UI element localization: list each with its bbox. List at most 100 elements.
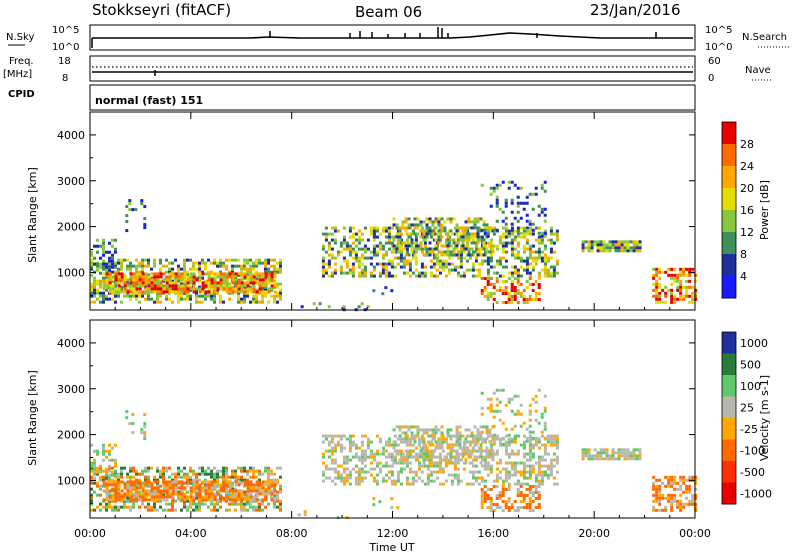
range-gate-cell bbox=[528, 253, 532, 257]
range-gate-cell bbox=[111, 297, 114, 301]
range-gate-cell bbox=[440, 434, 444, 438]
range-gate-cell bbox=[135, 285, 138, 289]
range-gate-cell bbox=[390, 235, 394, 239]
range-gate-cell bbox=[351, 235, 355, 239]
range-gate-cell bbox=[198, 478, 201, 482]
range-gate-cell bbox=[396, 437, 400, 441]
range-gate-cell bbox=[438, 271, 442, 275]
range-gate-cell bbox=[423, 247, 427, 251]
range-gate-cell bbox=[195, 502, 198, 506]
range-gate-cell bbox=[129, 492, 133, 496]
range-gate-cell bbox=[635, 246, 639, 250]
range-gate-cell bbox=[431, 443, 435, 447]
range-gate-cell bbox=[416, 244, 420, 248]
range-gate-cell bbox=[126, 267, 129, 271]
range-gate-cell bbox=[102, 241, 105, 245]
range-gate-cell bbox=[688, 279, 692, 283]
range-gate-cell bbox=[267, 466, 270, 470]
range-gate-cell bbox=[599, 246, 603, 250]
range-gate-cell bbox=[623, 249, 627, 253]
range-gate-cell bbox=[357, 271, 361, 275]
range-gate-cell bbox=[321, 262, 325, 266]
range-gate-cell bbox=[270, 264, 273, 268]
range-gate-cell bbox=[96, 279, 99, 283]
range-gate-cell bbox=[207, 472, 210, 476]
range-gate-cell bbox=[407, 232, 411, 236]
range-gate-cell bbox=[483, 259, 487, 263]
range-gate-cell bbox=[330, 452, 334, 456]
range-gate-cell bbox=[111, 495, 115, 499]
range-gate-cell bbox=[446, 434, 450, 438]
range-gate-cell bbox=[216, 291, 219, 295]
range-gate-cell bbox=[183, 495, 187, 499]
range-gate-cell bbox=[171, 281, 175, 285]
range-gate-cell bbox=[135, 496, 138, 500]
range-gate-cell bbox=[171, 489, 175, 493]
range-gate-cell bbox=[216, 284, 220, 288]
range-gate-cell bbox=[144, 285, 147, 289]
range-gate-cell bbox=[426, 464, 430, 468]
range-gate-cell bbox=[204, 480, 208, 484]
range-gate-cell bbox=[519, 283, 523, 286]
range-gate-cell bbox=[273, 272, 277, 276]
range-gate-cell bbox=[434, 247, 438, 251]
range-gate-cell bbox=[495, 437, 499, 441]
range-gate-cell bbox=[543, 180, 547, 184]
range-gate-cell bbox=[105, 489, 109, 493]
range-gate-cell bbox=[210, 483, 214, 487]
range-gate-cell bbox=[632, 454, 636, 458]
range-gate-cell bbox=[231, 487, 234, 491]
range-gate-cell bbox=[138, 505, 141, 509]
range-gate-cell bbox=[279, 282, 282, 286]
range-gate-cell bbox=[120, 275, 124, 279]
range-gate-cell bbox=[543, 406, 547, 410]
range-gate-cell bbox=[691, 496, 695, 500]
range-gate-cell bbox=[129, 475, 132, 479]
range-gate-cell bbox=[608, 457, 612, 461]
range-gate-cell bbox=[114, 475, 117, 479]
range-gate-cell bbox=[510, 289, 514, 292]
range-gate-cell bbox=[255, 288, 258, 292]
range-gate-cell bbox=[198, 508, 201, 512]
range-gate-cell bbox=[462, 274, 466, 278]
range-gate-cell bbox=[464, 440, 468, 444]
range-gate-cell bbox=[537, 446, 541, 450]
range-gate-cell bbox=[153, 495, 157, 499]
range-gate-cell bbox=[525, 265, 529, 269]
range-gate-cell bbox=[398, 226, 402, 230]
range-gate-cell bbox=[513, 247, 517, 251]
range-gate-cell bbox=[498, 388, 502, 392]
range-gate-cell bbox=[519, 494, 523, 497]
range-gate-cell bbox=[528, 452, 532, 456]
range-gate-cell bbox=[114, 294, 117, 298]
range-gate-cell bbox=[381, 268, 385, 272]
range-gate-cell bbox=[381, 247, 385, 251]
range-gate-cell bbox=[213, 297, 216, 301]
range-gate-cell bbox=[450, 253, 454, 257]
range-gate-cell bbox=[351, 440, 355, 444]
range-gate-cell bbox=[688, 502, 692, 506]
range-gate-cell bbox=[507, 497, 511, 500]
range-gate-cell bbox=[333, 458, 337, 462]
range-gate-cell bbox=[132, 475, 135, 479]
range-gate-cell bbox=[237, 290, 241, 294]
range-gate-cell bbox=[513, 434, 517, 438]
range-gate-cell bbox=[495, 479, 499, 483]
range-gate-cell bbox=[177, 279, 180, 283]
range-gate-cell bbox=[405, 482, 409, 486]
range-gate-cell bbox=[528, 418, 532, 422]
range-gate-cell bbox=[210, 495, 214, 499]
range-gate-cell bbox=[336, 434, 340, 438]
range-gate-cell bbox=[691, 475, 695, 479]
range-gate-cell bbox=[342, 455, 346, 459]
range-gate-cell bbox=[694, 273, 698, 277]
range-gate-cell bbox=[486, 506, 490, 509]
range-gate-cell bbox=[546, 271, 550, 275]
range-gate-cell bbox=[446, 217, 450, 221]
range-gate-cell bbox=[123, 258, 126, 262]
range-gate-cell bbox=[117, 492, 121, 496]
range-gate-cell bbox=[694, 291, 698, 295]
range-gate-cell bbox=[144, 475, 147, 479]
range-gate-cell bbox=[237, 281, 241, 285]
range-gate-cell bbox=[419, 449, 423, 453]
